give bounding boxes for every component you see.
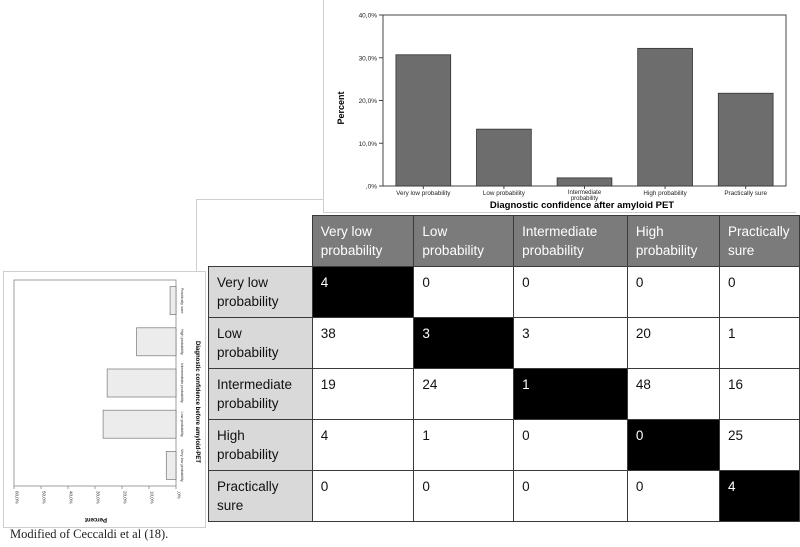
after-pet-chart-svg: ,0% 10,0% 20,0% 30,0% 40,0% Very low probabil… (336, 13, 787, 211)
x-tick-label: Practically sure (724, 190, 767, 197)
row-header: Low probability (208, 317, 313, 369)
category-label: Low probability (180, 412, 184, 437)
y-tick-label: 20,0% (359, 98, 378, 105)
matrix-cell: 0 (413, 266, 515, 318)
bar (169, 286, 177, 315)
after-pet-ylabel: Percent (336, 91, 346, 124)
matrix-cell: 0 (513, 419, 628, 471)
bar (136, 327, 177, 357)
matrix-cell: 0 (626, 470, 721, 522)
before-pet-chart-svg: ,0% 10,0% 20,0% 30,0% 40,0% 50,0% 60,0% Very lo… (13, 279, 200, 522)
matrix-cell: 20 (626, 317, 721, 369)
matrix-cell: 0 (413, 470, 515, 522)
after-pet-plot-area: ,0% 10,0% 20,0% 30,0% 40,0% Very low probabil… (359, 13, 787, 202)
before-pet-ylabel: Percent (85, 516, 107, 522)
y-tick-label: 30,0% (359, 55, 378, 62)
matrix-cell: 19 (311, 368, 415, 420)
y-tick-label: ,0% (366, 184, 377, 191)
matrix-cell: 3 (513, 317, 628, 369)
matrix-cell: 0 (626, 266, 721, 318)
connector-line (196, 199, 323, 200)
matrix-cell: 24 (413, 368, 515, 420)
row-header: Intermediate probability (208, 368, 313, 420)
bar (106, 368, 177, 398)
bar (102, 409, 177, 439)
category-label: High probability (180, 329, 184, 355)
bar (165, 451, 177, 480)
x-tick-label: Very low probability (396, 190, 451, 197)
col-header: Intermediate probability (513, 215, 628, 267)
bar (476, 128, 532, 187)
value-tick-label: 60,0% (15, 491, 20, 504)
col-header: Low probability (413, 215, 515, 267)
bar (556, 177, 613, 187)
matrix-row: Low probability 38 3 3 20 1 (208, 317, 800, 369)
after-pet-chart: ,0% 10,0% 20,0% 30,0% 40,0% Very low probabil… (323, 0, 796, 213)
before-pet-xlabel: Diagnostic confidence before amyloid-PET (194, 341, 200, 463)
matrix-cell: 0 (311, 470, 415, 522)
matrix-cell-diagonal: 1 (513, 368, 628, 420)
category-label: Practically sure (180, 288, 184, 314)
x-tick-label: High probability (643, 190, 687, 197)
bar (717, 92, 774, 187)
y-tick-label: 10,0% (359, 141, 378, 148)
y-tick-label: 40,0% (359, 13, 378, 20)
matrix-cell: 38 (311, 317, 415, 369)
matrix-cell-diagonal: 4 (311, 266, 415, 318)
category-label: Very low probability (180, 449, 184, 482)
matrix-cell: 25 (719, 419, 800, 471)
category-label: Intermediate probability (180, 363, 184, 403)
matrix-cell: 0 (513, 470, 628, 522)
matrix-cell: 1 (719, 317, 800, 369)
matrix-cell: 0 (719, 266, 800, 318)
value-tick-label: 20,0% (123, 491, 128, 504)
matrix-row: High probability 4 1 0 0 25 (208, 419, 800, 471)
value-tick-label: 30,0% (96, 491, 101, 504)
col-header: High probability (626, 215, 721, 267)
confidence-matrix: Very low probability Low probability Int… (208, 215, 800, 522)
before-pet-plot-area: ,0% 10,0% 20,0% 30,0% 40,0% 50,0% 60,0% Very lo… (13, 279, 184, 504)
matrix-cell-diagonal: 3 (413, 317, 515, 369)
row-header: High probability (208, 419, 313, 471)
col-header: Practically sure (719, 215, 800, 267)
matrix-corner (209, 216, 313, 267)
row-header: Very low probability (208, 266, 313, 318)
row-header: Practically sure (208, 470, 313, 522)
value-tick-label: 40,0% (69, 491, 74, 504)
value-tick-label: 10,0% (150, 491, 155, 504)
matrix-cell-diagonal: 0 (626, 419, 721, 471)
bar (395, 54, 452, 187)
matrix-header-row: Very low probability Low probability Int… (209, 215, 800, 267)
before-pet-chart: ,0% 10,0% 20,0% 30,0% 40,0% 50,0% 60,0% Very lo… (3, 271, 206, 528)
matrix-cell: 4 (311, 419, 415, 471)
matrix-row: Practically sure 0 0 0 0 4 (208, 470, 800, 522)
matrix-cell: 0 (513, 266, 628, 318)
value-tick-label: ,0% (177, 491, 182, 499)
matrix-row: Intermediate probability 19 24 1 48 16 (208, 368, 800, 420)
matrix-cell: 16 (719, 368, 800, 420)
x-tick-label: Low probability (483, 190, 526, 197)
matrix-cell: 48 (626, 368, 721, 420)
connector-line (196, 199, 197, 271)
matrix-cell: 1 (413, 419, 515, 471)
after-pet-xlabel: Diagnostic confidence after amyloid PET (490, 200, 674, 211)
matrix-cell-diagonal: 4 (719, 470, 800, 522)
x-tick-label: probability (571, 196, 598, 202)
bar (637, 47, 693, 187)
x-tick-label: Intermediate (568, 190, 602, 196)
col-header: Very low probability (311, 215, 415, 267)
matrix-row: Very low probability 4 0 0 0 0 (208, 266, 800, 318)
figure-caption: Modified of Ceccaldi et al (18). (10, 527, 169, 541)
value-tick-label: 50,0% (42, 491, 47, 504)
